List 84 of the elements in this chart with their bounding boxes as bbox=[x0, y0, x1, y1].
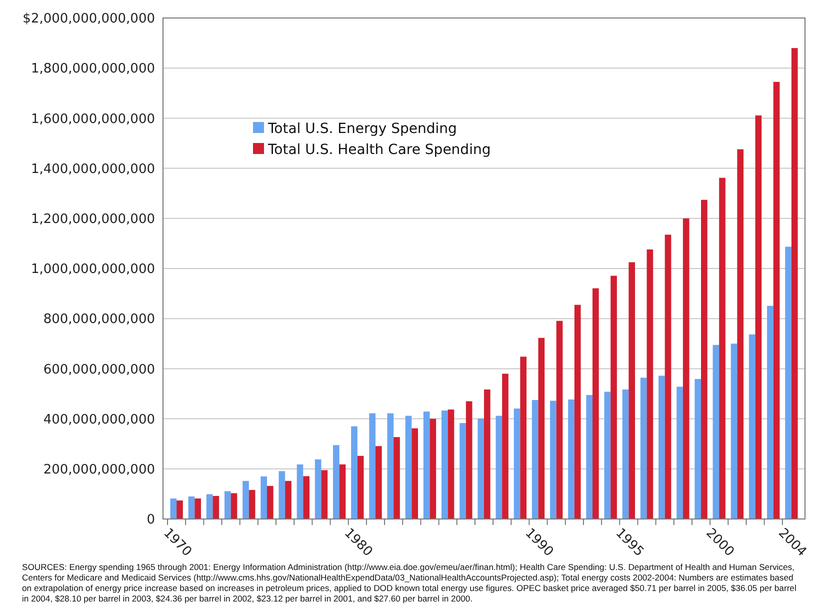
bar bbox=[502, 374, 508, 519]
bar bbox=[405, 416, 412, 519]
bar bbox=[194, 498, 201, 519]
bar bbox=[285, 480, 292, 519]
bar bbox=[448, 410, 454, 519]
bar bbox=[394, 437, 400, 519]
bar bbox=[230, 493, 238, 519]
bar bbox=[640, 378, 647, 519]
bar bbox=[224, 491, 231, 519]
bar bbox=[321, 470, 328, 519]
bar bbox=[586, 395, 593, 519]
bar bbox=[351, 426, 358, 519]
bar bbox=[658, 376, 665, 519]
bar bbox=[212, 496, 220, 519]
bar bbox=[767, 306, 774, 519]
bar bbox=[610, 276, 617, 519]
bar bbox=[460, 423, 466, 519]
bar bbox=[278, 471, 286, 519]
bar bbox=[730, 344, 738, 519]
y-tick-label: 400,000,000,000 bbox=[43, 412, 155, 428]
y-tick-label: 1,000,000,000,000 bbox=[30, 262, 155, 278]
bar bbox=[785, 246, 792, 519]
legend-label: Total U.S. Health Care Spending bbox=[267, 142, 491, 158]
source-note: SOURCES: Energy spending 1965 through 2001: Energy Information Administration (http://www.eia.doe.gov/emeu/aer/finan.html); Health Care Spending: U.S. Department of Health and Human Services, Centers for Medicare and Medicaid Services (http://www.cms.hhs.gov/NationalHealthExpendData/03_NationalHealthAccountsProjected.asp); Total energy costs 2002-2004: Numbers are estimates based on extrapolation of energy price increase based on increases in petroleum prices, applied to DOD known total energy use figures. OPEC basket price averaged $50.71 per barrel in 2005, $36.05 per barrel in 2004, $28.10 per barrel in 2003, $24.36 per barrel in 2002, $23.12 per barrel in 2001, and $27.60 per barrel in 2000. bbox=[22, 562, 796, 604]
bar bbox=[604, 392, 611, 519]
bar bbox=[357, 456, 364, 519]
bar bbox=[532, 400, 538, 519]
bar bbox=[430, 418, 436, 519]
bar bbox=[676, 386, 683, 519]
bar bbox=[303, 476, 310, 519]
bar bbox=[412, 428, 418, 519]
y-tick-label: 0 bbox=[146, 512, 155, 528]
bar bbox=[568, 400, 574, 519]
y-tick-label: 800,000,000,000 bbox=[43, 312, 155, 328]
bar bbox=[314, 459, 322, 519]
bar bbox=[369, 413, 376, 519]
bar bbox=[520, 356, 526, 519]
y-tick-label: $2,000,000,000,000 bbox=[22, 12, 155, 27]
bar bbox=[719, 178, 726, 519]
bar bbox=[791, 48, 798, 519]
bar bbox=[387, 413, 394, 519]
bar bbox=[260, 476, 267, 519]
bar bbox=[266, 486, 274, 519]
bar bbox=[664, 234, 672, 519]
bar bbox=[296, 464, 304, 519]
bar bbox=[755, 115, 762, 519]
bar bbox=[592, 288, 599, 519]
bar bbox=[170, 498, 177, 519]
bar bbox=[550, 400, 556, 519]
y-tick-label: 1,200,000,000,000 bbox=[30, 212, 155, 227]
y-tick-label: 1,400,000,000,000 bbox=[30, 162, 155, 177]
bar bbox=[737, 149, 744, 519]
bar bbox=[423, 412, 430, 519]
bar bbox=[206, 494, 213, 519]
bar bbox=[748, 334, 756, 519]
bar bbox=[484, 389, 490, 519]
y-tick-label: 1,800,000,000,000 bbox=[30, 62, 155, 77]
bar bbox=[694, 378, 702, 519]
bar bbox=[556, 320, 563, 519]
bar bbox=[496, 416, 502, 519]
bar bbox=[701, 200, 708, 519]
bar bbox=[339, 464, 346, 519]
bar bbox=[188, 496, 195, 519]
bar bbox=[176, 500, 183, 519]
bar bbox=[712, 344, 720, 519]
bar bbox=[538, 338, 545, 519]
bar bbox=[773, 82, 780, 519]
bar bbox=[622, 389, 629, 519]
bar bbox=[646, 249, 654, 519]
bar bbox=[442, 410, 448, 519]
y-tick-label: 1,600,000,000,000 bbox=[30, 112, 155, 127]
bar bbox=[466, 401, 472, 519]
bar bbox=[478, 418, 484, 519]
y-tick-label: 200,000,000,000 bbox=[43, 462, 155, 478]
bar bbox=[242, 480, 249, 519]
legend-label: Total U.S. Energy Spending bbox=[267, 120, 457, 137]
bar bbox=[682, 218, 690, 519]
bar bbox=[574, 304, 581, 519]
bar bbox=[375, 446, 382, 519]
bar bbox=[628, 262, 636, 519]
bar bbox=[514, 408, 520, 519]
bar bbox=[248, 490, 256, 519]
y-tick-label: 600,000,000,000 bbox=[43, 362, 155, 378]
bar bbox=[332, 445, 340, 519]
